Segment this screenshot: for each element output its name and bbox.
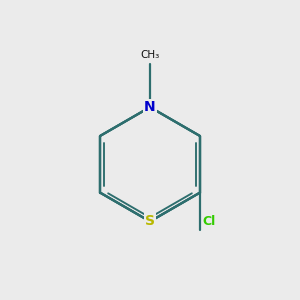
Text: S: S xyxy=(145,214,155,228)
Text: CH₃: CH₃ xyxy=(140,50,160,60)
Text: N: N xyxy=(144,100,156,114)
Text: Cl: Cl xyxy=(202,215,216,228)
